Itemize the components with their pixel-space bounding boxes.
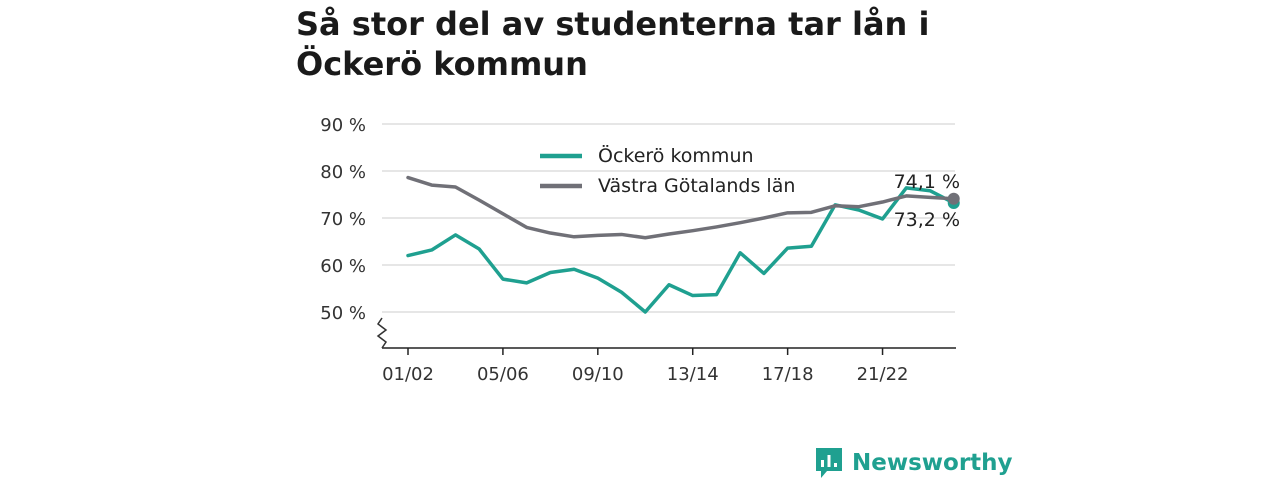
x-tick-label: 05/06	[477, 364, 529, 385]
x-tick-label: 01/02	[382, 364, 434, 385]
series-end-point-1	[947, 192, 960, 205]
newsworthy-logo-icon	[816, 448, 842, 478]
series-lines	[406, 175, 960, 314]
axis-break-mark	[376, 317, 388, 349]
end-value-label: 74,1 %	[894, 171, 960, 193]
brand-logo: Newsworthy	[814, 446, 1013, 480]
legend-label: Öckerö kommun	[598, 144, 754, 167]
x-tick-label: 13/14	[667, 364, 719, 385]
brand-name: Newsworthy	[852, 450, 1013, 476]
y-tick-label: 60 %	[320, 256, 366, 277]
x-tick-label: 09/10	[572, 364, 624, 385]
y-axis-tick-labels: 50 % 60 % 70 % 80 % 90 %	[320, 115, 366, 324]
y-tick-label: 70 %	[320, 209, 366, 230]
y-tick-label: 80 %	[320, 162, 366, 183]
series-line-1	[406, 175, 956, 240]
x-axis-tick-labels: 01/02 05/06 09/10 13/14 17/18 21/22	[382, 348, 908, 385]
x-tick-label: 21/22	[857, 364, 909, 385]
x-tick-label: 17/18	[762, 364, 814, 385]
end-labels: 73,2 % 74,1 %	[894, 171, 960, 231]
y-tick-label: 90 %	[320, 115, 366, 136]
legend: Öckerö kommun Västra Götalands län	[540, 144, 795, 197]
end-value-label: 73,2 %	[894, 209, 960, 231]
y-tick-label: 50 %	[320, 303, 366, 324]
gridlines	[382, 123, 955, 313]
legend-label: Västra Götalands län	[598, 175, 795, 197]
chart-title: Så stor del av studenterna tar lån i Öck…	[296, 5, 930, 83]
x-axis	[376, 317, 956, 349]
series-line-0	[406, 186, 956, 314]
